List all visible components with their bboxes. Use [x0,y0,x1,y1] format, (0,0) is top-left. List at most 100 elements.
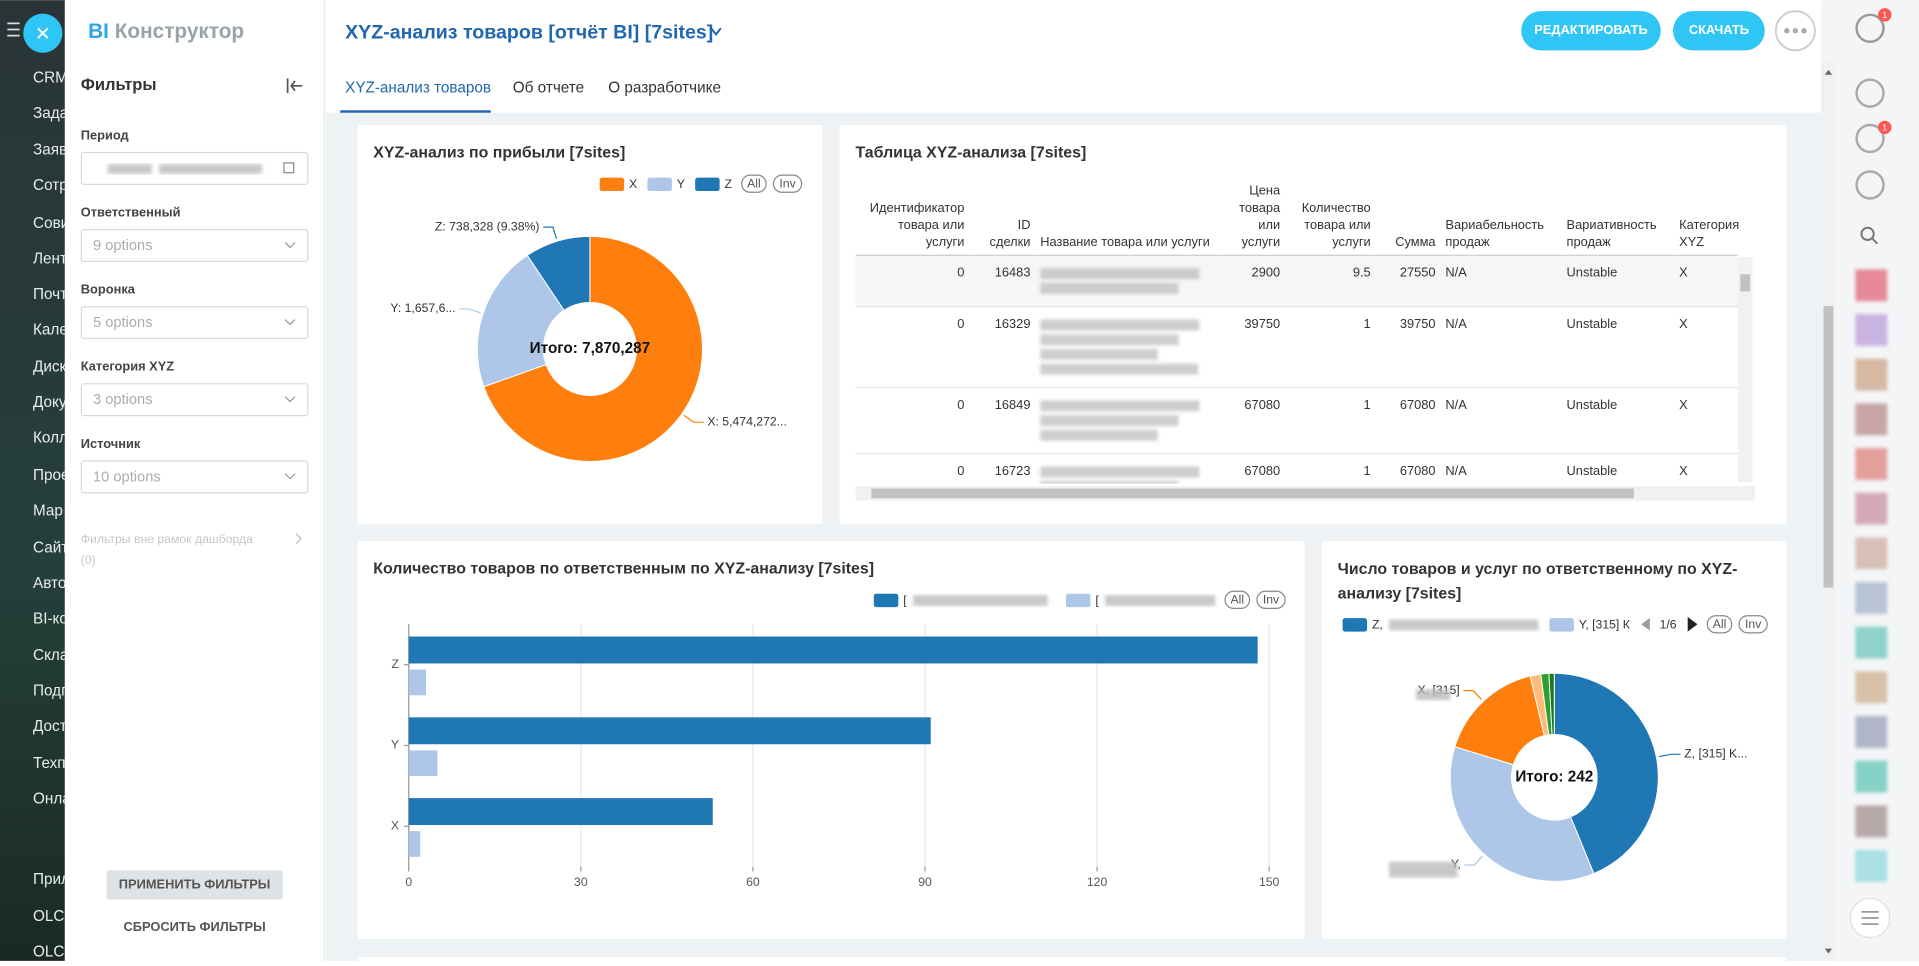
header-button-label[interactable]: СКАЧАТЬ [1689,22,1749,37]
avatar[interactable] [1855,850,1888,882]
avatar[interactable] [1855,269,1888,302]
apply-button-label[interactable]: ПРИМЕНИТЬ ФИЛЬТРЫ [119,876,271,891]
bar[interactable] [408,717,931,745]
scrollbar-thumb[interactable] [1823,306,1834,588]
legend-label[interactable]: X [629,177,637,191]
nav-item[interactable]: Авто [33,575,66,592]
legend-button-label[interactable]: All [1231,593,1245,607]
search-icon[interactable] [1860,226,1875,241]
pie-slice[interactable] [1449,746,1595,882]
avatar[interactable] [1855,358,1888,391]
apply-button[interactable] [106,870,283,900]
filter-input[interactable] [80,383,309,417]
legend-button-label[interactable]: All [1713,617,1727,631]
legend-label[interactable]: Y [677,177,685,191]
legend-swatch[interactable] [1065,593,1091,608]
bar[interactable] [408,669,426,696]
legend-button-label[interactable]: Inv [1745,617,1762,631]
header-button-label[interactable]: РЕДАКТИРОВАТЬ [1534,22,1648,37]
legend-button-label[interactable]: All [747,177,761,191]
pie-slice[interactable] [1548,672,1555,736]
legend-button[interactable] [1256,590,1286,610]
legend-prev[interactable] [1641,618,1650,631]
legend-label[interactable]: [ [903,593,907,607]
avatar[interactable] [1855,314,1888,346]
sidebar-icon[interactable] [1855,13,1885,43]
filter-input[interactable] [80,306,309,340]
avatar[interactable] [1855,582,1888,614]
legend-label[interactable]: Z [725,177,733,191]
header-button[interactable] [1673,11,1765,51]
avatar[interactable] [1855,671,1888,704]
legend-button[interactable] [1738,615,1768,634]
legend-button[interactable] [741,174,767,193]
nav-item[interactable]: Заяв [33,142,67,159]
sidebar-icon[interactable] [1855,170,1885,200]
legend-button-label[interactable]: Inv [1263,593,1280,607]
collapse-icon[interactable] [286,78,303,94]
filter-input[interactable] [80,460,309,494]
nav-item[interactable]: BI-ко [33,610,68,627]
legend-swatch[interactable] [1549,618,1574,632]
nav-item[interactable]: Скла [33,647,69,664]
nav-item[interactable]: Подп [33,683,69,700]
legend-swatch[interactable] [599,177,625,192]
nav-item[interactable]: Прил [33,871,70,888]
tab[interactable]: XYZ-анализ товаров [345,79,491,96]
nav-item[interactable]: Сайт [33,539,68,556]
bar[interactable] [408,798,713,826]
nav-item[interactable]: Кале [33,322,68,339]
nav-item[interactable]: Сотр [33,177,68,194]
legend-label[interactable]: Z, [1372,618,1383,632]
table-hscroll-thumb[interactable] [871,488,1634,499]
legend-swatch[interactable] [873,593,899,608]
legend-button[interactable] [1224,590,1251,610]
nav-item[interactable]: Зада [33,105,69,122]
avatar[interactable] [1855,805,1888,838]
tab[interactable]: О разработчике [608,79,721,96]
table-vscroll-thumb[interactable] [1740,274,1751,292]
bar[interactable] [408,636,1258,664]
reset-button-label[interactable]: СБРОСИТЬ ФИЛЬТРЫ [124,919,266,934]
avatar[interactable] [1855,626,1888,659]
title-caret[interactable] [710,27,722,36]
nav-item[interactable]: OLCI [33,943,69,960]
pie-slice[interactable] [476,254,565,388]
nav-item[interactable]: Прое [33,467,69,484]
tab[interactable]: Об отчете [513,79,584,96]
legend-swatch[interactable] [1342,618,1368,632]
legend-swatch[interactable] [647,177,672,192]
nav-item[interactable]: Онла [33,790,71,807]
legend-next[interactable] [1687,616,1698,632]
legend-button-label[interactable]: Inv [779,177,796,191]
bar[interactable] [408,831,421,857]
legend-label[interactable]: Y, [315] К [1579,618,1631,632]
avatar[interactable] [1855,403,1888,436]
sidebar-icon[interactable] [1855,123,1885,154]
pie-slice[interactable] [1553,672,1659,875]
filter-input[interactable] [80,228,309,263]
nav-item[interactable]: Доку [33,394,67,411]
nav-item[interactable]: Дост [33,718,67,735]
avatar[interactable] [1855,492,1888,525]
avatar[interactable] [1855,716,1888,748]
nav-item[interactable]: Сови [33,215,69,232]
pie-slice[interactable] [483,235,703,462]
nav-item[interactable]: Колл [33,429,68,446]
legend-button[interactable] [1706,615,1733,634]
avatar[interactable] [1855,448,1888,480]
nav-item[interactable]: CRM [33,69,68,86]
avatar[interactable] [1855,537,1888,570]
header-button[interactable] [1521,11,1661,51]
nav-item[interactable]: Почт [33,286,67,303]
legend-swatch[interactable] [695,177,720,192]
nav-item[interactable]: Мар [33,503,63,520]
nav-item[interactable]: OLCI [33,908,69,925]
nav-item[interactable]: Лент [33,251,67,268]
avatar[interactable] [1855,760,1888,793]
legend-label[interactable]: [ [1095,593,1099,607]
pie-slice[interactable] [526,235,591,311]
nav-item[interactable]: Техп [33,755,66,772]
nav-item[interactable]: Диск [33,358,67,375]
legend-button[interactable] [772,174,803,193]
